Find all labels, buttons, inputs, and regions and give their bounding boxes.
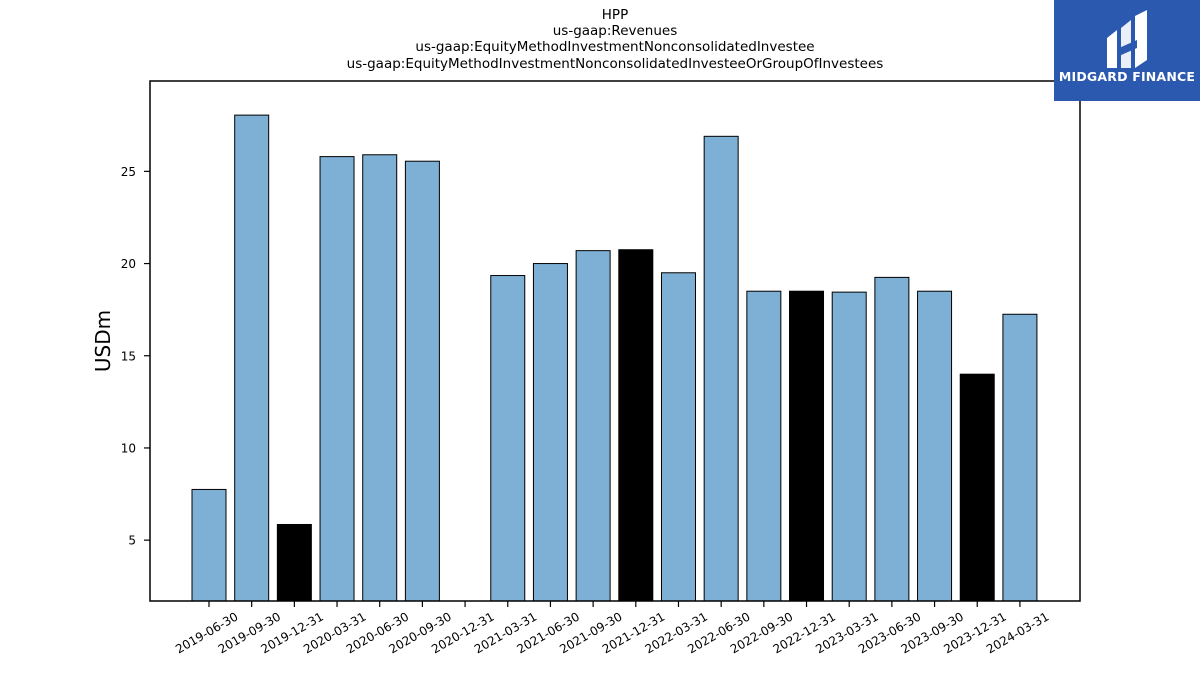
bar-2022-09-30 [746,290,782,602]
bar-2019-09-30 [234,114,270,602]
chart-title-line-2: us-gaap:Revenues [552,23,678,40]
bar-2023-06-30 [874,276,910,602]
logo-text: MIDGARD FINANCE [1058,69,1196,84]
y-tick-label-15: 15 [121,349,136,363]
bar-2022-06-30 [703,135,739,602]
bar-2021-12-31 [618,249,654,602]
bar-2021-06-30 [532,263,568,602]
chart-title: HPP us-gaap:Revenues us-gaap:EquityMetho… [150,7,1080,72]
bar-2021-03-31 [490,275,526,602]
bar-2022-03-31 [660,272,696,602]
bar-2024-03-31 [1002,313,1038,602]
chart-title-line-1: HPP [601,7,629,23]
plot-frame [149,80,1081,602]
bar-2023-12-31 [959,373,995,602]
bar-2022-12-31 [789,290,825,602]
chart-title-line-4: us-gaap:EquityMethodInvestmentNonconsoli… [346,55,884,72]
bar-2020-06-30 [362,154,398,602]
y-tick-label-25: 25 [121,165,136,179]
midgard-logo-icon [1107,10,1147,68]
y-tick-label-20: 20 [121,257,136,271]
bar-2023-03-31 [831,291,867,602]
bar-2020-03-31 [319,156,355,602]
y-axis-label: USDm [91,310,115,372]
bar-2020-09-30 [404,160,440,602]
midgard-finance-logo: MIDGARD FINANCE [1054,0,1200,101]
bar-2021-09-30 [575,250,611,602]
bar-2023-09-30 [917,290,953,602]
chart-title-line-3: us-gaap:EquityMethodInvestmentNonconsoli… [415,39,815,56]
y-tick-label-5: 5 [128,534,136,548]
bar-2019-06-30 [191,488,227,602]
y-tick-label-10: 10 [121,441,136,455]
bar-2019-12-31 [276,523,312,602]
